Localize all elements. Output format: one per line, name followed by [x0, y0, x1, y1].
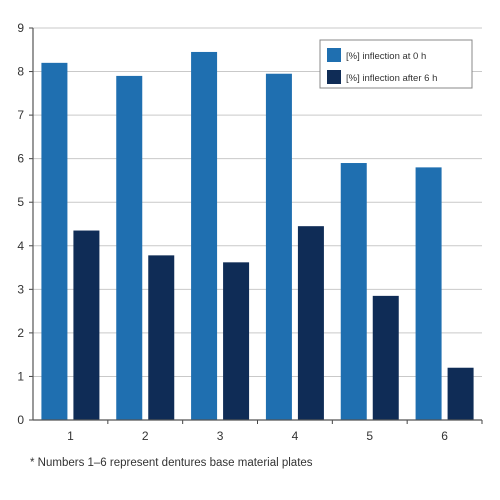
y-tick-label: 0 [17, 413, 24, 427]
y-axis-ticks: 0 1 2 3 4 5 6 7 8 9 [17, 21, 33, 427]
y-tick-label: 1 [17, 369, 24, 383]
x-tick-label: 4 [292, 429, 299, 443]
bars [41, 51, 474, 421]
x-tick-label: 5 [366, 429, 373, 443]
bar-2-3 [223, 262, 250, 420]
bar-1-2 [116, 75, 143, 421]
legend-label: [%] inflection after 6 h [346, 73, 437, 84]
bar-2-2 [148, 255, 175, 420]
x-tick-label: 3 [217, 429, 224, 443]
y-tick-label: 3 [17, 282, 24, 296]
y-tick-label: 4 [17, 239, 24, 253]
bar-2-1 [73, 230, 100, 420]
y-tick-label: 6 [17, 152, 24, 166]
legend-swatch [327, 70, 341, 84]
axes [32, 28, 482, 421]
y-tick-label: 5 [17, 195, 24, 209]
x-tick-label: 6 [441, 429, 448, 443]
chart-footnote: * Numbers 1–6 represent dentures base ma… [30, 457, 313, 469]
x-axis-ticks: 1 2 3 4 5 6 [67, 420, 483, 443]
y-tick-label: 8 [17, 65, 24, 79]
gridlines [33, 27, 482, 377]
bar-1-6 [415, 167, 442, 420]
bar-1-1 [41, 62, 68, 420]
bar-2-5 [372, 295, 399, 420]
legend-swatch [327, 48, 341, 62]
x-tick-label: 2 [142, 429, 149, 443]
y-tick-label: 9 [17, 21, 24, 35]
bar-1-3 [191, 51, 218, 420]
bar-1-4 [265, 73, 292, 420]
legend-label: [%] inflection at 0 h [346, 51, 426, 62]
bar-2-4 [297, 226, 324, 420]
legend: [%] inflection at 0 h [%] inflection afte… [319, 39, 473, 89]
x-tick-label: 1 [67, 429, 74, 443]
legend-box [319, 39, 473, 89]
bar-2-6 [447, 367, 474, 420]
y-tick-label: 2 [17, 326, 24, 340]
y-tick-label: 7 [17, 108, 24, 122]
bar-1-5 [340, 163, 367, 420]
